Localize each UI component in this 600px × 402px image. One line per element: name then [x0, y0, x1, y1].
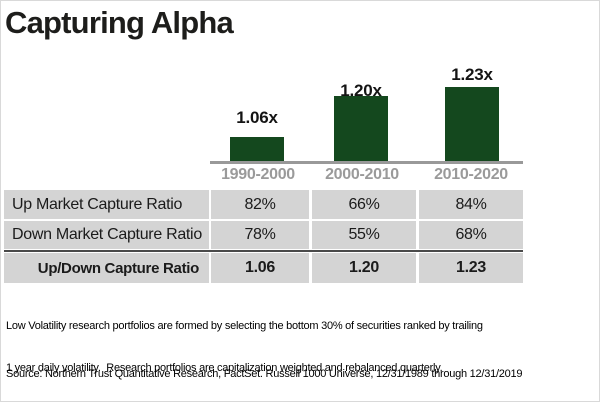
- table-cell: 1.23: [419, 253, 523, 283]
- table-cell: 68%: [419, 221, 523, 249]
- source-footnote: Source: Northern Trust Quantitative Rese…: [6, 339, 523, 401]
- page-title: Capturing Alpha: [5, 5, 234, 40]
- table-cell: 84%: [419, 190, 523, 219]
- table-cell: 1.20: [312, 253, 416, 283]
- table-cell: 82%: [211, 190, 309, 219]
- table-row-label: Down Market Capture Ratio: [4, 221, 209, 249]
- table-cell: 66%: [312, 190, 416, 219]
- x-axis-line: [210, 161, 523, 164]
- table-cell: 78%: [211, 221, 309, 249]
- footnote-line: Source: Northern Trust Quantitative Rese…: [6, 368, 523, 380]
- footnote-line: 1 year daily volatility. Research portfo…: [6, 362, 443, 374]
- table-row-label: Up Market Capture Ratio: [4, 190, 209, 219]
- category-label-1990-2000: 1990-2000: [221, 166, 295, 183]
- category-label-2010-2020: 2010-2020: [434, 166, 508, 183]
- bar-2000-2010: [334, 96, 388, 161]
- methodology-footnote: Low Volatility research portfolios are f…: [6, 291, 483, 401]
- table-row-label: Up/Down Capture Ratio: [4, 253, 209, 283]
- bar-value-label-1990-2000: 1.06x: [236, 108, 278, 127]
- footnote-line: Low Volatility research portfolios are f…: [6, 320, 483, 332]
- bar-value-label-2010-2020: 1.23x: [451, 65, 493, 84]
- bar-1990-2000: [230, 137, 284, 161]
- table-cell: 55%: [312, 221, 416, 249]
- table-cell: 1.06: [211, 253, 309, 283]
- bar-value-label-2000-2010: 1.20x: [340, 81, 382, 100]
- table-divider-line: [4, 250, 523, 252]
- category-label-2000-2010: 2000-2010: [325, 166, 399, 183]
- bar-2010-2020: [445, 87, 499, 161]
